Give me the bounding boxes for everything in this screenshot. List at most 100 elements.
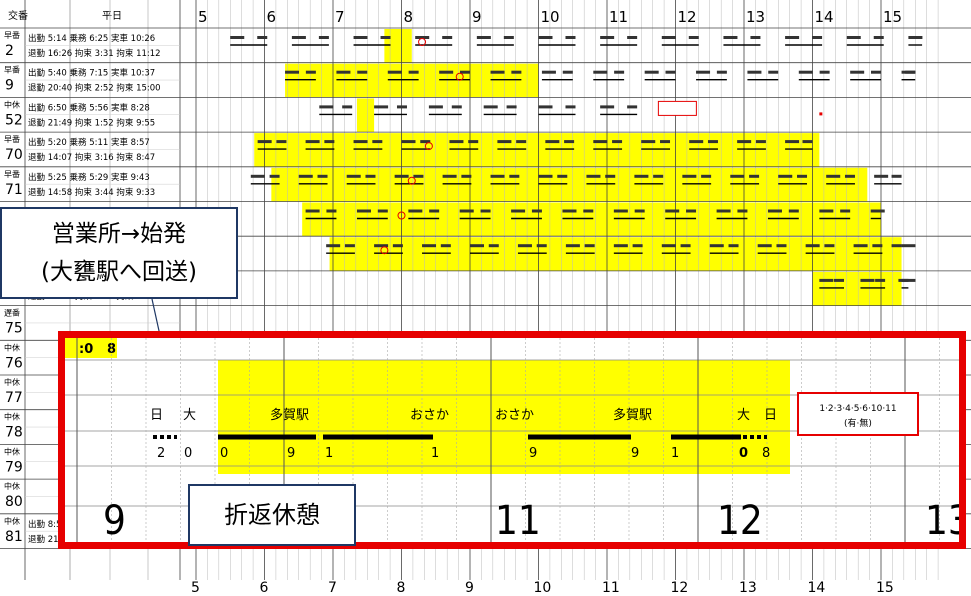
trip-tag xyxy=(511,209,526,213)
trip-tag xyxy=(819,70,830,74)
trip-tag xyxy=(613,244,628,248)
row-times-line1: 出勤 5:40 乗務 7:15 実車 10:37 xyxy=(28,68,155,79)
trip-tag xyxy=(324,140,335,144)
trip-tag xyxy=(901,244,916,248)
row-type: 中休 xyxy=(4,516,20,526)
trip-tag xyxy=(665,70,676,74)
hour-label-bottom: 15 xyxy=(876,580,894,596)
yellow-block xyxy=(356,98,375,133)
trip-tag xyxy=(428,105,443,109)
trip-tag xyxy=(439,70,454,74)
trip-tag xyxy=(353,140,368,144)
trip-tag xyxy=(584,244,595,248)
trip-tag xyxy=(661,244,676,248)
zoom-digit: 0 xyxy=(220,446,228,461)
trip-tag xyxy=(377,209,388,213)
zoom-digit: 9 xyxy=(287,446,295,461)
trip-tag xyxy=(634,174,649,178)
trip-tag xyxy=(600,36,615,39)
trip-tag xyxy=(826,174,841,178)
trip-tag xyxy=(750,36,761,39)
trip-tag xyxy=(497,140,512,144)
trip-tag xyxy=(709,244,724,248)
trip-tag xyxy=(891,244,902,248)
row-type: 早番 xyxy=(4,134,20,144)
trip-tag xyxy=(593,140,608,144)
zoom-row75-b: 8 xyxy=(107,342,116,357)
header-col1: 交番 xyxy=(8,9,28,22)
yellow-block xyxy=(254,133,820,167)
red-circle-marker xyxy=(407,176,416,185)
callout-top-line2: (大甕駅へ回送) xyxy=(41,259,197,285)
trip-tag xyxy=(875,278,886,282)
trip-tag xyxy=(357,70,368,74)
row-number: 70 xyxy=(5,147,23,163)
hour-label-top: 8 xyxy=(404,8,414,26)
trip-tag xyxy=(257,140,272,144)
hour-label-top: 9 xyxy=(472,8,482,26)
trip-tag xyxy=(634,209,645,213)
trip-tag xyxy=(696,70,711,74)
row-type: 中休 xyxy=(4,342,20,352)
zoom-station-label: 多賀駅 xyxy=(613,407,652,423)
zoom-station-label: 日 xyxy=(764,408,777,423)
trip-tag xyxy=(506,105,517,109)
yellow-block xyxy=(285,63,539,98)
zoom-label-dai: 大 xyxy=(183,408,196,423)
trip-tag xyxy=(586,174,601,178)
red-circle-marker xyxy=(380,246,389,255)
trip-tag xyxy=(449,140,464,144)
zoom-digit-2: 0 xyxy=(184,446,192,461)
row-type: 中休 xyxy=(4,377,20,387)
trip-tag xyxy=(440,244,451,248)
trip-tag xyxy=(565,244,580,248)
trip-tag xyxy=(536,244,547,248)
row-times-line1: 出勤 5:14 乗務 6:25 実車 10:26 xyxy=(28,33,155,44)
trip-tag xyxy=(613,209,628,213)
row-type: 遅番 xyxy=(4,308,20,318)
trip-tag xyxy=(846,36,861,39)
trip-tag xyxy=(682,174,697,178)
zoom-digit: 1 xyxy=(671,446,679,461)
trip-tag xyxy=(819,278,834,282)
row-times-line1: 出勤 6:50 乗務 5:56 実車 8:28 xyxy=(28,102,150,113)
zoom-legend-line2: (有·無) xyxy=(844,417,872,429)
trip-tag xyxy=(812,36,823,39)
trip-tag xyxy=(326,209,337,213)
row-times-line2: 退勤 14:07 拘束 3:16 拘束 8:47 xyxy=(28,152,155,163)
trip-tag xyxy=(545,140,560,144)
trip-tag xyxy=(319,105,334,109)
trip-tag xyxy=(707,140,718,144)
zoom-detail-panel: :0 8 日大 2 0 多賀駅 おさか おさか 多賀駅大日 0 9 1 1 9 9 1 0 8 1·2·3·4·5·… xyxy=(58,331,966,549)
zoom-station-label: 大 xyxy=(737,408,750,423)
trip-tag xyxy=(470,244,484,248)
trip-tag xyxy=(805,244,820,248)
trip-tag xyxy=(415,36,430,39)
trip-tag xyxy=(413,174,424,178)
red-circle-marker xyxy=(397,211,406,220)
trip-tag xyxy=(757,244,772,248)
trip-tag xyxy=(688,36,699,39)
trip-tag xyxy=(901,278,916,282)
trip-tag xyxy=(767,209,782,213)
trip-tag xyxy=(747,70,762,74)
trip-tag xyxy=(891,174,902,178)
trip-tag xyxy=(387,70,402,74)
trip-tag xyxy=(326,244,341,248)
yellow-block xyxy=(812,271,902,306)
trip-tag xyxy=(317,174,328,178)
row-type: 早番 xyxy=(4,169,20,179)
trip-tag xyxy=(644,70,659,74)
trip-tag xyxy=(442,174,457,178)
trip-tag xyxy=(874,174,889,178)
zoom-hour-label: 9 xyxy=(103,498,126,542)
trip-tag xyxy=(686,209,697,213)
zoom-digit: 0 xyxy=(739,446,748,461)
row-times-line2: 退勤 21:49 拘束 1:52 拘束 9:55 xyxy=(28,117,155,128)
trip-tag xyxy=(372,140,383,144)
trip-tag xyxy=(517,244,532,248)
trip-tag xyxy=(257,36,268,39)
trip-tag xyxy=(451,105,462,109)
trip-tag xyxy=(250,174,265,178)
header-col2: 平日 xyxy=(102,11,122,22)
